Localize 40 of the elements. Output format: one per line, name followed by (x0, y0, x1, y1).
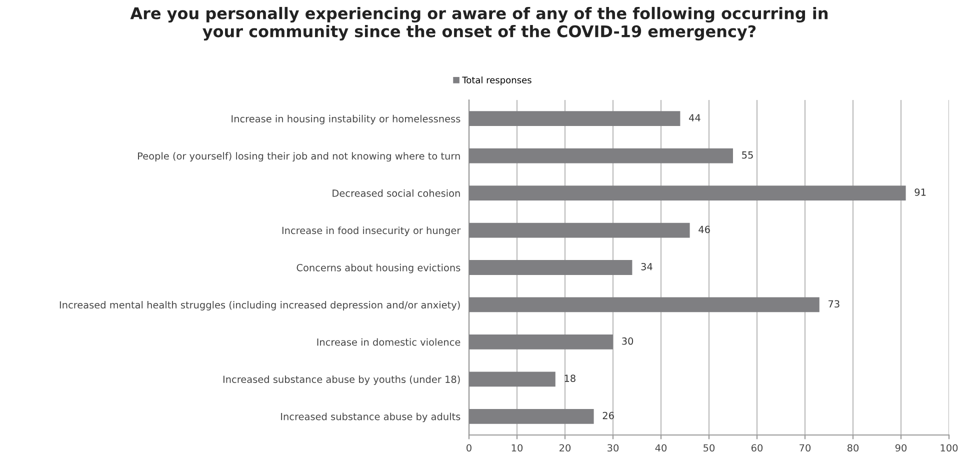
bar (469, 111, 680, 126)
y-tick-label: Increased substance abuse by adults (281, 412, 460, 422)
y-tick-label: Decreased social cohesion (332, 189, 460, 197)
data-label: 34 (641, 262, 652, 270)
bar (469, 372, 556, 387)
bar (469, 186, 906, 200)
x-tick-label: 40 (655, 444, 667, 452)
bar (469, 222, 690, 238)
data-label: 30 (622, 337, 634, 345)
data-label: 91 (914, 188, 926, 196)
y-tick-label: Increase in food insecurity or hunger (282, 226, 461, 236)
x-tick-label: 10 (512, 444, 523, 452)
x-tick-label: 20 (560, 444, 571, 452)
bar (469, 408, 594, 424)
data-label: 55 (742, 151, 753, 159)
bar (469, 148, 733, 164)
data-label: 44 (689, 114, 700, 122)
data-label: 46 (698, 226, 710, 234)
x-tick-label: 30 (608, 444, 619, 452)
x-tick-label: 70 (800, 444, 811, 452)
data-label: 73 (828, 300, 840, 308)
x-tick-label: 80 (847, 444, 859, 452)
bar (469, 297, 820, 312)
x-tick-label: 90 (895, 444, 907, 452)
y-tick-label: Increased mental health struggles (including increased depression and/or anxiety) (60, 301, 460, 310)
x-tick-label: 100 (940, 444, 958, 452)
y-tick-label: People (or yourself) losing their job and not knowing where to turn (138, 152, 460, 162)
data-label: 26 (602, 412, 614, 420)
y-tick-label: Increased substance abuse by youths (under 18) (223, 375, 460, 385)
y-tick-label: Concerns about housing evictions (296, 264, 460, 274)
x-tick-label: 60 (751, 444, 763, 452)
chart-title: Are you personally experiencing or aware of any of the following occurring in your community since the onset of the COVID-19 emergency? (130, 6, 828, 41)
legend-label: Total responses (462, 76, 532, 86)
x-tick-label: 0 (466, 444, 472, 452)
bar (469, 334, 613, 350)
bar (469, 260, 632, 275)
data-label: 18 (564, 374, 576, 382)
y-tick-label: Increase in domestic violence (317, 338, 460, 346)
x-tick-label: 50 (704, 444, 715, 452)
y-tick-label: Increase in housing instability or homelessness (232, 114, 460, 124)
